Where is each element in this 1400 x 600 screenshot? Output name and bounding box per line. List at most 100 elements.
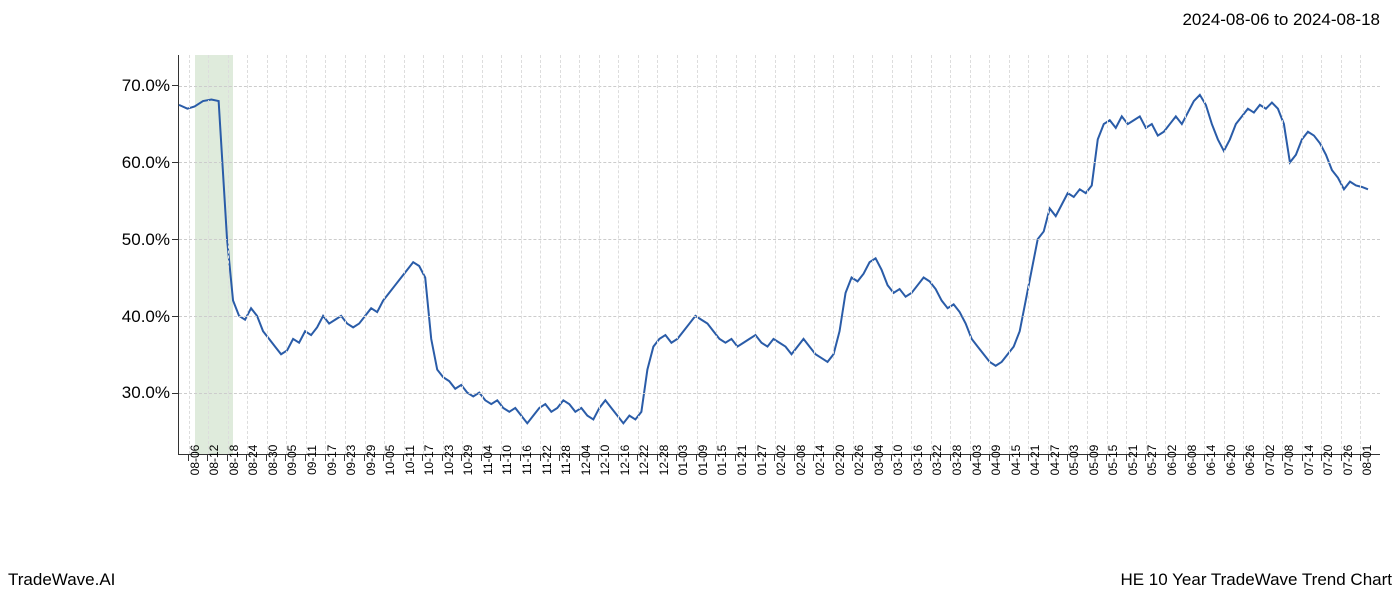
grid-line-vertical <box>872 55 873 454</box>
grid-line-vertical <box>345 55 346 454</box>
x-tick-label: 09-11 <box>305 445 319 475</box>
x-tick-label: 05-03 <box>1067 445 1081 476</box>
grid-line-vertical <box>1068 55 1069 454</box>
x-tick-label: 07-08 <box>1282 445 1296 476</box>
grid-line-vertical <box>1146 55 1147 454</box>
grid-line-vertical <box>462 55 463 454</box>
grid-line-vertical <box>286 55 287 454</box>
grid-line-vertical <box>677 55 678 454</box>
grid-line-vertical <box>1087 55 1088 454</box>
grid-line-vertical <box>365 55 366 454</box>
y-tick-label: 40.0% <box>122 307 170 327</box>
grid-line-vertical <box>775 55 776 454</box>
grid-line-vertical <box>1360 55 1361 454</box>
footer-brand: TradeWave.AI <box>8 570 115 590</box>
x-tick-label: 09-29 <box>364 445 378 476</box>
grid-line-vertical <box>247 55 248 454</box>
x-tick-label: 03-10 <box>891 445 905 476</box>
x-tick-label: 02-08 <box>794 445 808 476</box>
y-axis: 30.0%40.0%50.0%60.0%70.0% <box>80 55 178 455</box>
x-tick-label: 02-26 <box>852 445 866 476</box>
grid-line-vertical <box>423 55 424 454</box>
grid-line-vertical <box>208 55 209 454</box>
x-tick-label: 03-04 <box>872 445 886 476</box>
trend-line <box>179 55 1380 454</box>
grid-line-vertical <box>521 55 522 454</box>
grid-line-vertical <box>404 55 405 454</box>
x-tick-label: 12-10 <box>598 445 612 476</box>
x-tick-label: 04-21 <box>1028 445 1042 476</box>
x-tick-label: 04-09 <box>989 445 1003 476</box>
grid-line-vertical <box>618 55 619 454</box>
date-range-label: 2024-08-06 to 2024-08-18 <box>1182 10 1380 30</box>
grid-line-vertical <box>540 55 541 454</box>
grid-line-vertical <box>1028 55 1029 454</box>
x-tick-label: 07-14 <box>1302 445 1316 476</box>
x-tick-label: 10-17 <box>422 445 436 476</box>
grid-line-vertical <box>911 55 912 454</box>
series-line <box>179 95 1368 423</box>
grid-line-vertical <box>267 55 268 454</box>
x-tick-label: 10-11 <box>403 445 417 475</box>
grid-line-vertical <box>697 55 698 454</box>
x-tick-label: 12-22 <box>637 445 651 476</box>
x-tick-label: 10-29 <box>461 445 475 476</box>
x-tick-label: 02-20 <box>833 445 847 476</box>
x-tick-label: 05-09 <box>1087 445 1101 476</box>
x-tick-label: 10-23 <box>442 445 456 476</box>
footer-title: HE 10 Year TradeWave Trend Chart <box>1120 570 1392 590</box>
x-tick-label: 01-09 <box>696 445 710 476</box>
x-tick-label: 01-03 <box>676 445 690 476</box>
x-tick-label: 05-21 <box>1126 445 1140 476</box>
grid-line-vertical <box>560 55 561 454</box>
x-tick-label: 04-15 <box>1009 445 1023 476</box>
x-axis: 08-0608-1208-1808-2408-3009-0509-1109-17… <box>178 455 1380 520</box>
grid-line-vertical <box>1048 55 1049 454</box>
grid-line-vertical <box>1107 55 1108 454</box>
grid-line-vertical <box>638 55 639 454</box>
chart-container: 30.0%40.0%50.0%60.0%70.0% 08-0608-1208-1… <box>80 55 1380 520</box>
grid-line-vertical <box>1302 55 1303 454</box>
x-tick-label: 01-21 <box>735 445 749 476</box>
x-tick-label: 12-28 <box>657 445 671 476</box>
grid-line-vertical <box>228 55 229 454</box>
x-tick-label: 03-16 <box>911 445 925 476</box>
grid-line-vertical <box>814 55 815 454</box>
grid-line-vertical <box>443 55 444 454</box>
grid-line-vertical <box>482 55 483 454</box>
grid-line-vertical <box>1224 55 1225 454</box>
y-tick-label: 60.0% <box>122 153 170 173</box>
grid-line-vertical <box>853 55 854 454</box>
x-tick-label: 02-14 <box>813 445 827 476</box>
x-tick-label: 03-28 <box>950 445 964 476</box>
grid-line-horizontal <box>179 162 1380 163</box>
grid-line-vertical <box>599 55 600 454</box>
x-tick-label: 05-15 <box>1106 445 1120 476</box>
x-tick-label: 08-12 <box>207 445 221 476</box>
x-tick-label: 08-06 <box>188 445 202 476</box>
x-tick-label: 11-10 <box>500 445 514 475</box>
x-tick-label: 08-24 <box>246 445 260 476</box>
grid-line-vertical <box>1185 55 1186 454</box>
grid-line-vertical <box>1321 55 1322 454</box>
grid-line-vertical <box>1009 55 1010 454</box>
x-tick-label: 06-20 <box>1224 445 1238 476</box>
x-tick-label: 11-04 <box>481 445 495 475</box>
x-tick-label: 01-27 <box>755 445 769 476</box>
grid-line-vertical <box>736 55 737 454</box>
x-tick-label: 01-15 <box>715 445 729 476</box>
grid-line-vertical <box>579 55 580 454</box>
x-tick-label: 05-27 <box>1145 445 1159 476</box>
x-tick-label: 06-02 <box>1165 445 1179 476</box>
x-tick-label: 04-27 <box>1048 445 1062 476</box>
grid-line-vertical <box>1263 55 1264 454</box>
x-tick-label: 07-02 <box>1263 445 1277 476</box>
grid-line-vertical <box>384 55 385 454</box>
x-tick-label: 10-05 <box>383 445 397 476</box>
plot-area <box>178 55 1380 455</box>
grid-line-vertical <box>1204 55 1205 454</box>
grid-line-vertical <box>189 55 190 454</box>
x-tick-label: 06-14 <box>1204 445 1218 476</box>
y-tick-label: 70.0% <box>122 76 170 96</box>
grid-line-vertical <box>931 55 932 454</box>
